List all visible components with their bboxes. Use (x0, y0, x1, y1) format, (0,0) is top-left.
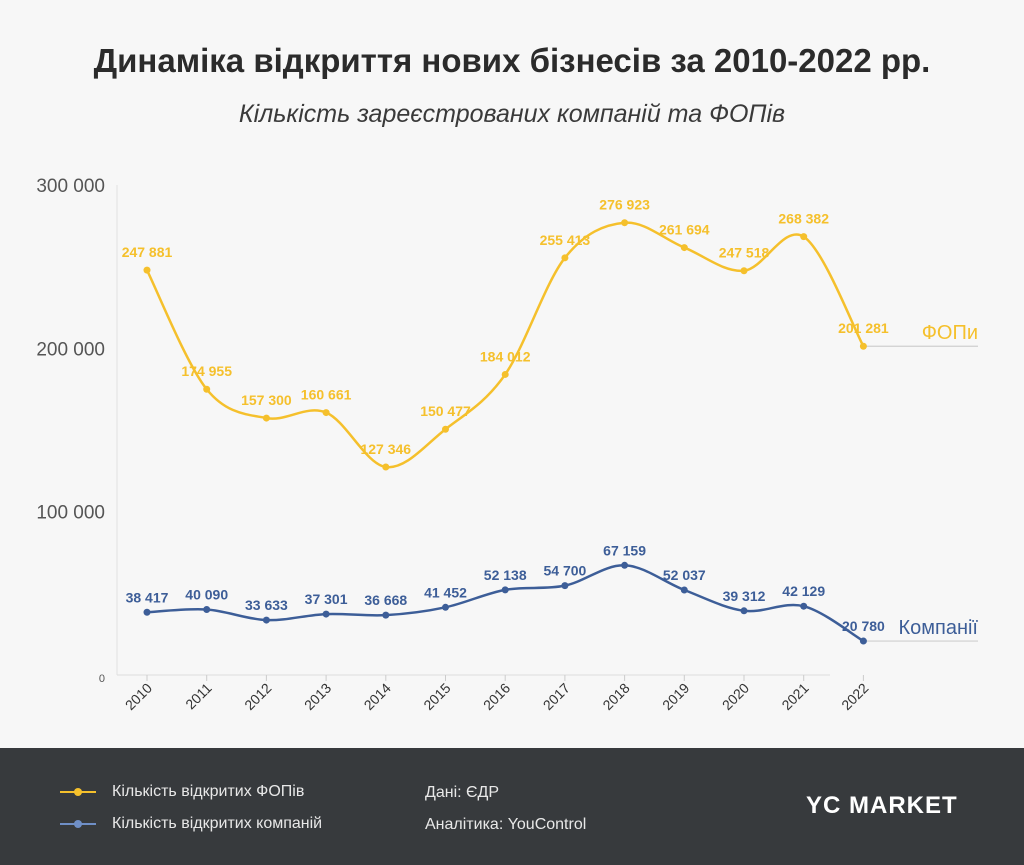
data-point-companies (442, 603, 449, 611)
data-point-fop (322, 409, 330, 417)
data-label-fop: 160 661 (301, 387, 352, 403)
y-tick-label: 300 000 (36, 176, 105, 197)
data-point-companies (143, 608, 151, 616)
data-label-companies: 39 312 (723, 588, 766, 604)
data-label-companies: 52 037 (663, 567, 706, 583)
data-point-companies (859, 637, 867, 645)
data-point-fop (800, 233, 808, 241)
data-point-fop (561, 254, 569, 262)
data-label-fop: 127 346 (360, 441, 411, 457)
data-label-fop: 255 413 (540, 232, 591, 248)
data-label-fop: 247 518 (719, 245, 770, 261)
data-point-fop (740, 267, 748, 275)
data-label-companies: 52 138 (484, 567, 527, 583)
data-label-companies: 54 700 (543, 563, 586, 579)
data-point-companies (501, 586, 509, 594)
footer: Кількість відкритих ФОПів Кількість відк… (0, 748, 1024, 865)
line-chart: 0 100 000 200 000 300 000 2010 2011 2012 2013 20… (36, 176, 978, 713)
data-label-companies: 67 159 (603, 542, 646, 558)
x-tick-label: 2015 (420, 680, 453, 713)
data-point-fop (143, 266, 151, 274)
data-point-companies (203, 606, 211, 614)
data-label-companies: 41 452 (424, 584, 467, 600)
data-label-companies: 36 668 (364, 592, 407, 608)
data-point-fop (859, 342, 867, 350)
x-tick-label: 2018 (599, 680, 632, 713)
data-label-fop: 261 694 (659, 222, 710, 238)
data-point-companies (621, 561, 629, 569)
x-tick-label: 2017 (540, 680, 573, 713)
data-label-fop: 157 300 (241, 392, 292, 408)
source-data: Дані: ЄДР (425, 784, 500, 801)
data-label-companies: 40 090 (185, 587, 228, 603)
x-tick-label: 2010 (122, 680, 155, 713)
data-point-companies (561, 582, 569, 590)
x-tick-label: 2012 (241, 680, 274, 713)
data-label-fop: 174 955 (181, 363, 232, 379)
brand-logo: YC MARKET (806, 792, 958, 819)
data-point-companies (322, 610, 330, 618)
data-label-companies: 38 417 (126, 589, 169, 605)
legend-item-companies: Кількість відкритих компаній (60, 814, 322, 834)
x-tick-label: 2021 (778, 680, 811, 713)
x-tick-label: 2022 (838, 680, 871, 713)
data-point-companies (680, 586, 688, 594)
data-point-fop (382, 463, 390, 471)
data-point-fop (501, 370, 509, 378)
y-tick-label: 100 000 (36, 503, 105, 524)
source-analytics: Аналітика: YouControl (425, 816, 587, 833)
data-point-companies (382, 611, 390, 619)
legend-swatch-companies (60, 814, 96, 834)
data-label-fop: 276 923 (599, 197, 650, 213)
legend-label-fop: Кількість відкритих ФОПів (112, 783, 305, 800)
y-tick-label: 0 (99, 673, 105, 685)
data-point-companies (800, 602, 808, 610)
x-tick-label: 2013 (301, 680, 334, 713)
x-tick-label: 2020 (719, 680, 752, 713)
data-label-companies: 42 129 (782, 583, 825, 599)
data-point-fop (262, 414, 270, 422)
data-point-fop (680, 244, 688, 252)
data-label-fop: 201 281 (838, 320, 889, 336)
data-label-fop: 150 477 (420, 403, 471, 419)
series-name-companies: Компанії (898, 617, 978, 639)
series-name-fop: ФОПи (922, 322, 978, 344)
data-point-companies (262, 616, 270, 624)
data-label-fop: 184 012 (480, 348, 531, 364)
data-point-fop (442, 425, 449, 433)
chart-subtitle: Кількість зареєстрованих компаній та ФОП… (238, 100, 786, 128)
chart-title: Динаміка відкриття нових бізнесів за 201… (93, 42, 931, 79)
data-point-companies (740, 607, 748, 615)
x-tick-label: 2019 (659, 680, 692, 713)
legend-item-fop: Кількість відкритих ФОПів (60, 782, 304, 802)
data-label-companies: 20 780 (842, 618, 885, 634)
data-label-companies: 37 301 (305, 591, 348, 607)
x-tick-label: 2011 (182, 680, 215, 713)
x-tick-label: 2014 (361, 680, 394, 713)
data-label-companies: 33 633 (245, 597, 288, 613)
x-tick-label: 2016 (480, 680, 513, 713)
legend-label-companies: Кількість відкритих компаній (112, 815, 323, 832)
y-tick-label: 200 000 (36, 339, 105, 360)
data-label-fop: 268 382 (778, 211, 829, 227)
data-point-fop (203, 385, 211, 393)
data-label-fop: 247 881 (122, 244, 173, 260)
legend-swatch-fop (60, 782, 96, 802)
data-point-fop (621, 219, 629, 227)
